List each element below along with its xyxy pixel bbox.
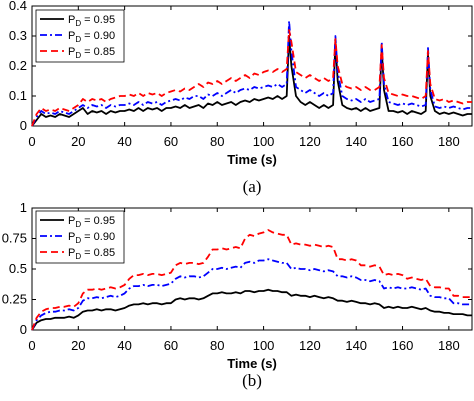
y-tick-label: 0.1	[9, 88, 27, 103]
series-line-1	[31, 288, 472, 331]
x-tick-label: 180	[438, 134, 460, 149]
x-tick-label: 100	[253, 338, 275, 353]
x-tick-label: 20	[71, 338, 85, 353]
chart-panel-b: 0 20 40 60 80 100 120 140 160 180 0 0.25 0.5 0.75 1 PD …	[2, 200, 473, 390]
y-tick-label: 1	[20, 200, 27, 215]
x-tick-label: 20	[71, 134, 85, 149]
legend-label-rest: = 0.95	[81, 215, 115, 227]
x-tick-label: 140	[345, 338, 367, 353]
legend-label-sub: D	[75, 236, 81, 245]
legend-label-sub: D	[75, 252, 81, 261]
series-line-3	[31, 229, 472, 331]
x-tick-label: 60	[164, 134, 178, 149]
y-tick-label: 0.5	[9, 261, 27, 276]
x-axis-title: Time (s)	[227, 356, 277, 371]
x-tick-label: 100	[253, 134, 275, 149]
x-tick-label: 60	[164, 338, 178, 353]
chart-panel-a: 0 20 40 60 80 100 120 140 160 180 0 0.1 0.2 0.3 0.4 PD …	[9, 0, 473, 196]
x-tick-label: 160	[392, 338, 414, 353]
legend-label-rest: = 0.95	[81, 14, 115, 26]
legend-label-rest: = 0.85	[81, 247, 115, 259]
x-tick-label: 0	[28, 134, 35, 149]
y-tick-label: 0.2	[9, 58, 27, 73]
legend-label-main: P	[68, 30, 75, 42]
legend-label-rest: = 0.90	[81, 30, 115, 42]
legend-label-1: PD = 0.95	[68, 215, 115, 229]
panel-caption: (b)	[242, 371, 262, 390]
legend-label-main: P	[68, 14, 75, 26]
y-tick-label: 0.75	[2, 231, 27, 246]
x-tick-label: 0	[28, 338, 35, 353]
series-line-1	[31, 35, 472, 127]
legend-label-main: P	[68, 215, 75, 227]
x-tick-label: 40	[117, 338, 131, 353]
x-tick-label: 120	[299, 134, 321, 149]
x-tick-label: 80	[210, 338, 224, 353]
legend-label-rest: = 0.90	[81, 231, 115, 243]
legend-label-3: PD = 0.85	[68, 46, 115, 60]
x-tick-label: 180	[438, 338, 460, 353]
y-tick-label: 0.4	[9, 0, 27, 13]
legend-label-sub: D	[75, 220, 81, 229]
y-tick-label: 0.25	[2, 292, 27, 307]
legend-label-2: PD = 0.90	[68, 231, 115, 245]
x-axis-title: Time (s)	[227, 152, 277, 167]
x-tick-label: 140	[345, 134, 367, 149]
legend-label-sub: D	[75, 51, 81, 60]
legend-label-2: PD = 0.90	[68, 30, 115, 44]
y-tick-label: 0	[20, 118, 27, 133]
legend-label-3: PD = 0.85	[68, 247, 115, 261]
legend-label-1: PD = 0.95	[68, 14, 115, 28]
series-line-2	[31, 20, 472, 127]
x-tick-label: 40	[117, 134, 131, 149]
x-tick-label: 80	[210, 134, 224, 149]
legend-label-main: P	[68, 231, 75, 243]
y-tick-label: 0.3	[9, 28, 27, 43]
x-tick-label: 160	[392, 134, 414, 149]
legend-label-sub: D	[75, 35, 81, 44]
legend-label-main: P	[68, 247, 75, 259]
panel-caption: (a)	[243, 177, 262, 196]
series-line-2	[31, 258, 472, 331]
legend-label-rest: = 0.85	[81, 46, 115, 58]
y-tick-label: 0	[20, 322, 27, 337]
legend-label-main: P	[68, 46, 75, 58]
x-tick-label: 120	[299, 338, 321, 353]
legend-label-sub: D	[75, 19, 81, 28]
